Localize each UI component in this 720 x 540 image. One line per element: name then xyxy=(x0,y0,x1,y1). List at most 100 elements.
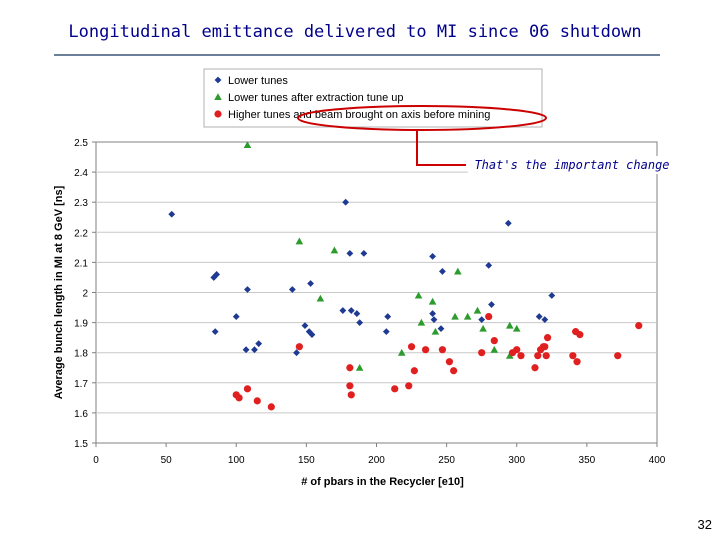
data-point-circle xyxy=(445,358,454,366)
data-point-diamond xyxy=(168,210,176,218)
data-point-circle xyxy=(407,343,416,351)
data-point-diamond xyxy=(255,340,263,348)
data-point-diamond xyxy=(342,198,350,206)
data-point-diamond xyxy=(244,286,251,293)
callout-connector xyxy=(416,131,466,166)
data-point-triangle xyxy=(355,363,364,371)
data-point-circle xyxy=(542,352,550,360)
data-point-triangle xyxy=(463,312,472,320)
x-tick-label: 350 xyxy=(579,455,596,466)
legend-marker xyxy=(214,93,222,101)
data-point-circle xyxy=(569,352,577,360)
data-point-triangle xyxy=(330,246,339,254)
data-point-circle xyxy=(517,352,525,360)
x-tick-label: 200 xyxy=(368,455,385,466)
data-point-diamond xyxy=(301,322,309,330)
data-point-circle xyxy=(410,367,418,375)
data-point-circle xyxy=(573,358,581,366)
data-point-circle xyxy=(513,346,521,354)
legend-label: Lower tunes after extraction tune up xyxy=(228,92,404,104)
data-point-triangle xyxy=(490,345,499,353)
data-point-diamond xyxy=(347,307,355,314)
data-point-diamond xyxy=(211,328,219,336)
data-point-triangle xyxy=(295,237,304,245)
y-tick-label: 1.5 xyxy=(74,439,88,450)
data-point-diamond xyxy=(232,313,240,320)
legend-marker xyxy=(214,110,222,118)
y-tick-label: 1.7 xyxy=(74,379,88,390)
data-point-triangle xyxy=(316,294,325,302)
data-point-triangle xyxy=(431,327,440,335)
y-tick-label: 1.6 xyxy=(74,409,88,420)
y-axis-title: Average bunch length in MI at 8 GeV [ns] xyxy=(53,185,65,399)
data-point-diamond xyxy=(384,313,392,320)
data-point-circle xyxy=(421,346,430,354)
data-point-diamond xyxy=(307,280,314,287)
data-point-diamond xyxy=(251,346,258,354)
data-point-triangle xyxy=(451,312,459,320)
data-point-diamond xyxy=(382,328,390,336)
data-point-diamond xyxy=(288,286,296,293)
data-point-circle xyxy=(614,352,622,360)
data-point-diamond xyxy=(485,262,493,269)
legend-box xyxy=(203,68,543,128)
x-tick-label: 400 xyxy=(649,455,666,466)
callout-ring xyxy=(297,105,547,131)
data-point-diamond xyxy=(478,316,486,323)
data-point-circle xyxy=(534,352,542,360)
legend-label: Lower tunes xyxy=(228,75,288,87)
data-point-diamond xyxy=(360,249,368,257)
x-tick-label: 0 xyxy=(93,455,99,466)
callout-text: That's the important change xyxy=(468,156,676,174)
data-point-triangle xyxy=(512,324,521,332)
data-point-circle xyxy=(405,382,413,390)
data-point-circle xyxy=(243,385,252,393)
y-tick-label: 2.1 xyxy=(74,258,88,269)
data-point-circle xyxy=(576,331,584,339)
slide-title: Longitudinal emittance delivered to MI s… xyxy=(68,22,642,42)
data-point-diamond xyxy=(305,328,313,336)
x-tick-label: 250 xyxy=(438,455,455,466)
title-divider xyxy=(54,54,660,56)
data-point-circle xyxy=(450,367,458,375)
data-point-circle xyxy=(346,364,354,372)
data-point-diamond xyxy=(429,252,436,260)
legend-label: Higher tunes and beam brought on axis be… xyxy=(228,109,490,121)
legend-marker xyxy=(214,76,222,84)
y-tick-label: 1.9 xyxy=(74,319,88,330)
data-point-triangle xyxy=(479,324,487,332)
data-point-triangle xyxy=(505,351,514,359)
data-point-triangle xyxy=(243,141,252,149)
data-point-circle xyxy=(295,343,303,351)
data-point-diamond xyxy=(430,316,438,323)
data-point-triangle xyxy=(397,348,406,356)
data-point-triangle xyxy=(473,306,482,314)
y-tick-label: 2.3 xyxy=(74,198,88,209)
data-point-circle xyxy=(490,337,498,345)
data-point-diamond xyxy=(437,325,445,333)
data-point-triangle xyxy=(417,318,426,326)
data-point-circle xyxy=(235,394,243,402)
data-point-circle xyxy=(346,382,354,390)
data-point-circle xyxy=(253,397,261,405)
data-point-diamond xyxy=(353,310,361,317)
y-tick-label: 2 xyxy=(82,289,88,300)
data-point-diamond xyxy=(488,301,495,308)
data-point-circle xyxy=(544,334,552,342)
y-tick-label: 1.8 xyxy=(74,349,88,360)
y-tick-label: 2.5 xyxy=(74,138,88,149)
x-axis-title: # of pbars in the Recycler [e10] xyxy=(301,476,464,488)
data-point-circle xyxy=(347,391,355,399)
x-tick-label: 150 xyxy=(298,455,315,466)
data-point-triangle xyxy=(428,297,437,305)
data-point-diamond xyxy=(293,349,300,357)
x-tick-label: 50 xyxy=(161,455,173,466)
data-point-diamond xyxy=(242,346,250,354)
data-point-circle xyxy=(438,346,447,354)
data-point-circle xyxy=(391,385,399,393)
y-tick-label: 2.2 xyxy=(74,228,88,239)
data-point-diamond xyxy=(356,319,364,326)
data-point-diamond xyxy=(548,292,556,299)
data-point-circle xyxy=(267,403,275,411)
data-point-diamond xyxy=(210,274,218,281)
